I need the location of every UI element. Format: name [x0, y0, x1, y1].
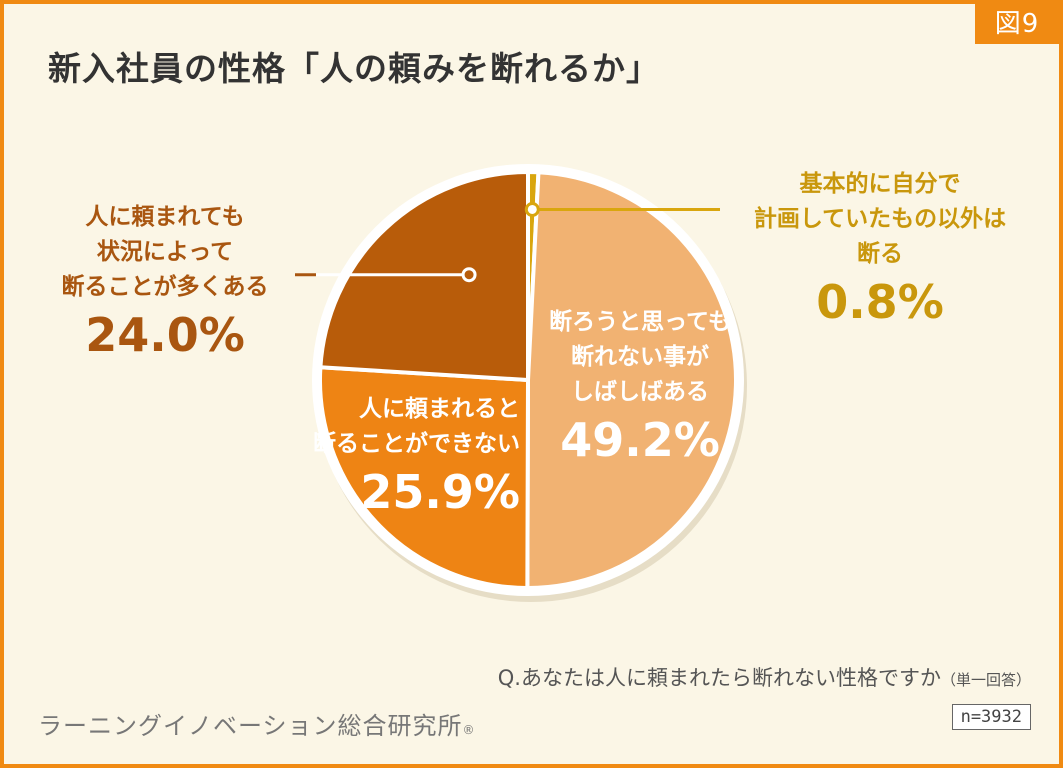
leader-dot-refuse-situational: [461, 267, 477, 283]
slice-value-label: 25.9%: [360, 465, 520, 519]
slice-label-text: 断ることができない: [313, 431, 520, 457]
slice-label-text: 断ることが多くある: [61, 274, 269, 300]
slice-label-except-plan: 基本的に自分で 計画していたもの以外は 断る 0.8%: [730, 167, 1030, 332]
pie-slice: [318, 365, 530, 590]
slice-label-refuse-situational: 人に頼まれても 状況によって 断ることが多くある 24.0%: [40, 200, 290, 365]
question-note: （単一回答）: [940, 671, 1031, 689]
registered-mark: ®: [462, 723, 476, 737]
slice-label-text: 計画していたもの以外は: [753, 206, 1007, 232]
slice-label-text: 人に頼まれると: [359, 396, 520, 422]
slice-value-label: 24.0%: [85, 308, 245, 362]
figure-number-badge: 図9: [975, 4, 1059, 44]
slice-label-text: 断れない事が: [571, 344, 709, 370]
slice-label-cannot-refuse: 人に頼まれると 断ることができない 25.9%: [292, 392, 520, 522]
organization-credit: ラーニングイノベーション総合研究所®: [38, 706, 476, 741]
slice-value-label: 0.8%: [816, 275, 944, 329]
organization-name: ラーニングイノベーション総合研究所: [38, 712, 463, 740]
slice-value-label: 49.2%: [560, 413, 720, 467]
slice-label-text: 断る: [857, 241, 903, 267]
slice-label-text: 断ろうと思っても: [549, 309, 731, 335]
survey-question: Q.あなたは人に頼まれたら断れない性格ですか（単一回答）: [498, 662, 1031, 692]
slice-label-text: 基本的に自分で: [799, 171, 961, 197]
question-text: Q.あなたは人に頼まれたら断れない性格ですか: [497, 666, 941, 690]
chart-title: 新入社員の性格「人の頼みを断れるか」: [48, 49, 660, 88]
slice-label-text: しばしばある: [571, 379, 709, 405]
leader-dot-except-plan: [524, 201, 540, 217]
sample-size-box: n=3932: [951, 704, 1031, 730]
slice-label-text: 状況によって: [96, 239, 234, 265]
slice-label-text: 人に頼まれても: [85, 204, 245, 230]
pie-slice: [525, 170, 738, 591]
slice-label-often-cannot: 断ろうと思っても 断れない事が しばしばある 49.2%: [545, 305, 735, 470]
